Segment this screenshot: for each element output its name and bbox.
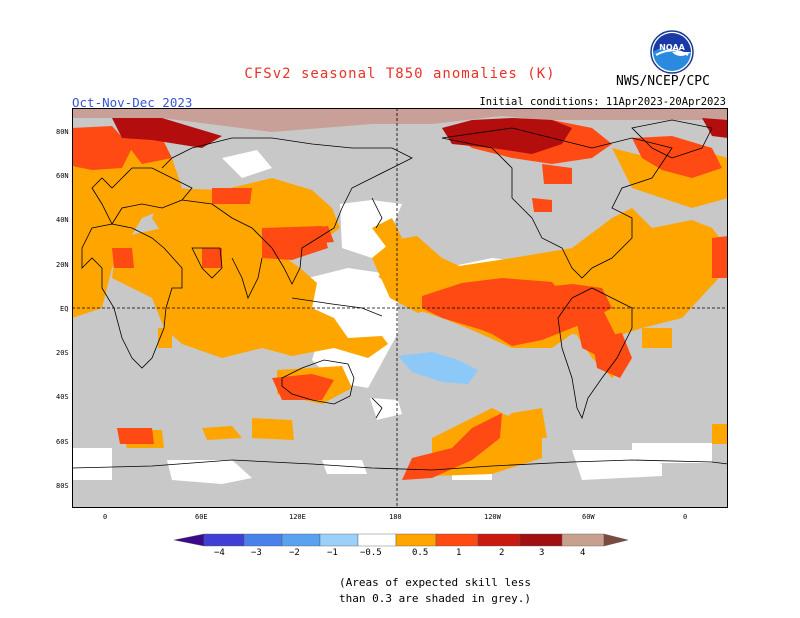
colorbar xyxy=(174,533,628,547)
colorbar-cell xyxy=(319,533,359,547)
lon-label: 120E xyxy=(289,513,306,521)
colorbar-label: −0.5 xyxy=(360,548,382,558)
colorbar-label: 1 xyxy=(456,548,462,558)
season-label: Oct-Nov-Dec 2023 xyxy=(72,95,193,110)
anomaly-map xyxy=(72,108,728,508)
anomaly-2-to-3-regions xyxy=(112,118,728,154)
map-border xyxy=(72,108,728,508)
lon-label: 180 xyxy=(389,513,402,521)
colorbar-label: −2 xyxy=(289,548,300,558)
polar-pink-region xyxy=(72,108,728,132)
colorbar-label: 0.5 xyxy=(412,548,429,558)
coastlines xyxy=(72,119,728,471)
lat-label: 40N xyxy=(56,216,69,224)
colorbar-cell xyxy=(243,533,283,547)
colorbar-label: −4 xyxy=(214,548,225,558)
noaa-logo-text: NOAA xyxy=(659,43,685,52)
colorbar-label: −1 xyxy=(327,548,338,558)
lon-label: 60E xyxy=(195,513,208,521)
colorbar-cell xyxy=(174,533,205,547)
lon-label: 0 xyxy=(683,513,688,521)
lon-label: 60W xyxy=(582,513,595,521)
lat-label: EQ xyxy=(60,305,69,313)
lat-label: 60S xyxy=(56,438,69,446)
colorbar-cell xyxy=(435,533,479,547)
colorbar-cell xyxy=(519,533,563,547)
lon-label: 120W xyxy=(484,513,501,521)
negative-anomaly-region xyxy=(398,352,478,384)
colorbar-cell xyxy=(281,533,321,547)
lat-label: 20S xyxy=(56,349,69,357)
skill-note-line1: (Areas of expected skill less xyxy=(338,576,532,589)
colorbar-label: 2 xyxy=(499,548,505,558)
lat-label: 80N xyxy=(56,128,69,136)
agency-label: NWS/NCEP/CPC xyxy=(616,74,710,89)
colorbar-label: 3 xyxy=(539,548,545,558)
lat-label: 20N xyxy=(56,261,69,269)
colorbar-label: 4 xyxy=(580,548,586,558)
lat-label: 60N xyxy=(56,172,69,180)
map-title: CFSv2 seasonal T850 anomalies (K) xyxy=(244,66,556,82)
colorbar-cell xyxy=(357,533,397,547)
lat-label: 80S xyxy=(56,482,69,490)
lat-label: 40S xyxy=(56,393,69,401)
colorbar-cell xyxy=(561,533,605,547)
noaa-logo: NOAA xyxy=(650,30,694,74)
colorbar-cell xyxy=(603,533,628,547)
colorbar-cell xyxy=(477,533,521,547)
skill-note-line2: than 0.3 are shaded in grey.) xyxy=(338,592,532,605)
colorbar-cell xyxy=(203,533,245,547)
colorbar-cell xyxy=(395,533,437,547)
near-zero-regions xyxy=(72,150,722,484)
colorbar-label: −3 xyxy=(251,548,262,558)
initial-conditions-label: Initial conditions: 11Apr2023-20Apr2023 xyxy=(479,96,726,108)
lon-label: 0 xyxy=(103,513,108,521)
